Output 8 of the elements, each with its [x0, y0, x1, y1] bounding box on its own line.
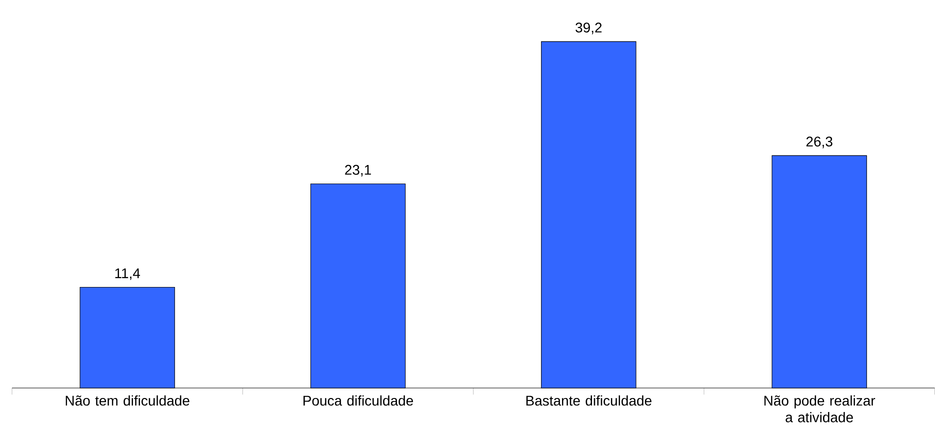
- data-label: 11,4: [115, 268, 140, 280]
- x-tick-label: Pouca dificuldade: [304, 395, 413, 406]
- data-label: 39,2: [576, 22, 602, 34]
- x-tick-label: Bastante dificuldade: [526, 395, 652, 406]
- x-tick-label: Não pode realizar a atividade: [764, 395, 876, 422]
- data-label: 26,3: [806, 136, 832, 148]
- data-label: 23,1: [345, 164, 371, 176]
- x-tick-label: Não tem dificuldade: [66, 395, 190, 406]
